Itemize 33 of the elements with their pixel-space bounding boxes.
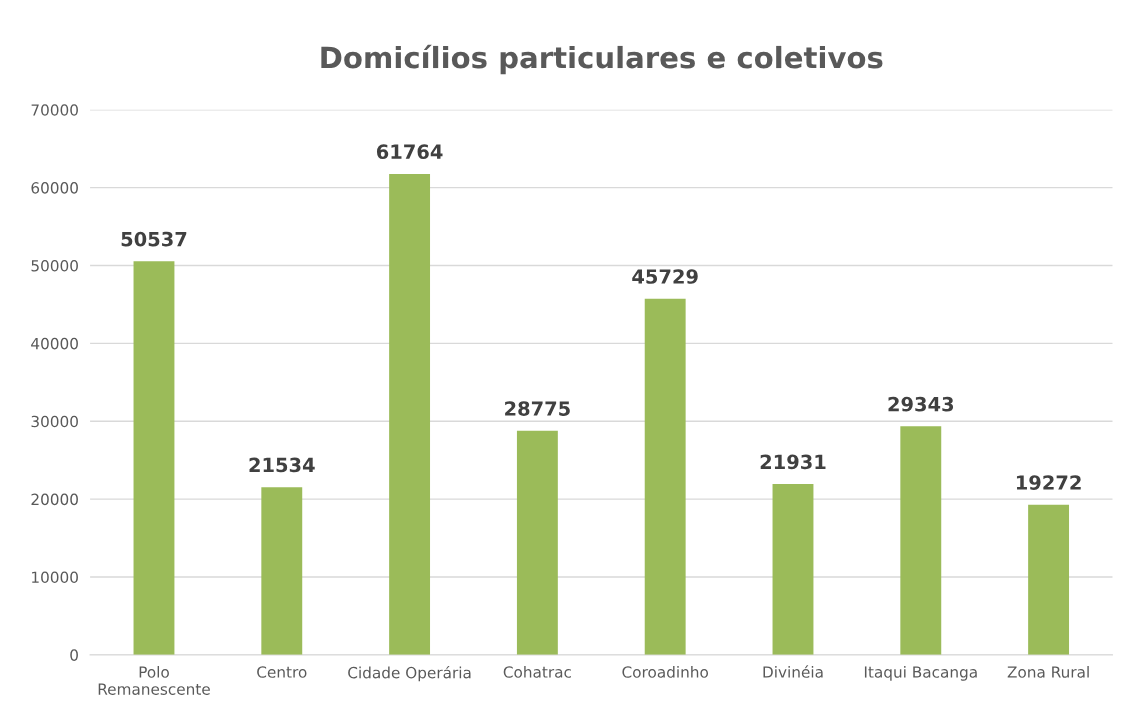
bar xyxy=(389,173,431,655)
x-tick-label: Cidade Operária xyxy=(348,665,471,682)
x-tick-label: Zona Rural xyxy=(1007,665,1089,678)
x-tick-label: Coroadinho xyxy=(622,665,709,678)
data-label: 19272 xyxy=(1016,475,1081,490)
y-tick-label: 30000 xyxy=(31,415,78,428)
bar xyxy=(516,430,558,655)
data-label: 61764 xyxy=(376,144,443,159)
data-label: 21534 xyxy=(249,457,315,473)
y-tick-label: 50000 xyxy=(31,259,78,272)
y-tick-label: 60000 xyxy=(31,182,78,194)
x-tick-label: Itaqui Bacanga xyxy=(864,665,977,681)
chart-title: Domicílios particulares e coletivos xyxy=(321,44,883,75)
bar xyxy=(133,261,175,655)
x-tick-label: Cohatrac xyxy=(503,665,571,678)
bar xyxy=(1028,504,1070,655)
data-label: 28775 xyxy=(505,401,570,416)
x-tick-label: Centro xyxy=(257,666,307,678)
data-label: 21931 xyxy=(760,454,826,470)
y-tick-label: 0 xyxy=(70,649,78,661)
bar xyxy=(644,298,686,655)
data-label: 29343 xyxy=(888,396,954,412)
x-tick-label: Divinéia xyxy=(763,665,823,678)
bar xyxy=(261,487,303,655)
bar xyxy=(772,484,814,655)
data-label: 50537 xyxy=(121,231,187,247)
y-tick-label: 70000 xyxy=(31,104,78,116)
x-tick-label: Polo Remanescente xyxy=(98,665,210,695)
y-tick-label: 10000 xyxy=(32,571,78,583)
bar xyxy=(900,426,942,655)
y-tick-label: 40000 xyxy=(31,337,78,350)
y-tick-label: 20000 xyxy=(31,493,78,506)
data-label: 45729 xyxy=(632,269,698,284)
